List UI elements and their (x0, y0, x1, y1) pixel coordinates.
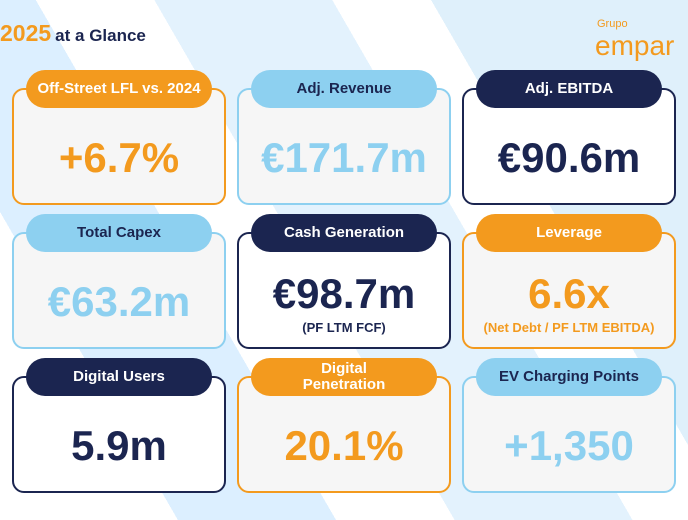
card-label: Off-Street LFL vs. 2024 (26, 70, 212, 108)
card-value: +1,350 (504, 422, 634, 469)
card-label: Digital Users (26, 358, 212, 396)
card: Cash Generation €98.7m (PF LTM FCF) (237, 214, 451, 349)
logo-large: empar (595, 30, 675, 61)
card: EV Charging Points +1,350 (462, 358, 676, 493)
card: Leverage 6.6x (Net Debt / PF LTM EBITDA) (462, 214, 676, 349)
card-label: Adj. Revenue (251, 70, 437, 108)
card: Total Capex €63.2m (12, 214, 226, 349)
year: 2025 (0, 20, 52, 46)
logo-small: Grupo (597, 18, 628, 30)
card-label: Digital Penetration (302, 360, 386, 393)
card-value: €63.2m (47, 278, 191, 325)
card: Adj. Revenue €171.7m (237, 70, 451, 205)
card-value: +6.7% (58, 134, 180, 181)
card-value: €171.7m (261, 134, 427, 181)
card-note: (Net Debt / PF LTM EBITDA) (483, 320, 655, 335)
card-value: €90.6m (497, 134, 641, 181)
card-value: €98.7m (272, 270, 416, 317)
card-label: Leverage (476, 214, 662, 252)
card-label-box: Digital Penetration (251, 358, 437, 396)
card-value: 5.9m (71, 422, 167, 469)
header: 2025 at a Glance (0, 20, 146, 47)
title: at a Glance (55, 26, 146, 45)
card-note: (PF LTM FCF) (302, 320, 386, 335)
card-label: Total Capex (26, 214, 212, 252)
card-value: 6.6x (528, 270, 610, 317)
card: Off-Street LFL vs. 2024 +6.7% (12, 70, 226, 205)
card-label: Adj. EBITDA (476, 70, 662, 108)
card-label: EV Charging Points (476, 358, 662, 396)
card: Digital Penetration 20.1% (237, 358, 451, 493)
card: Adj. EBITDA €90.6m (462, 70, 676, 205)
card: Digital Users 5.9m (12, 358, 226, 493)
card-value: 20.1% (284, 422, 404, 469)
card-label: Cash Generation (251, 214, 437, 252)
